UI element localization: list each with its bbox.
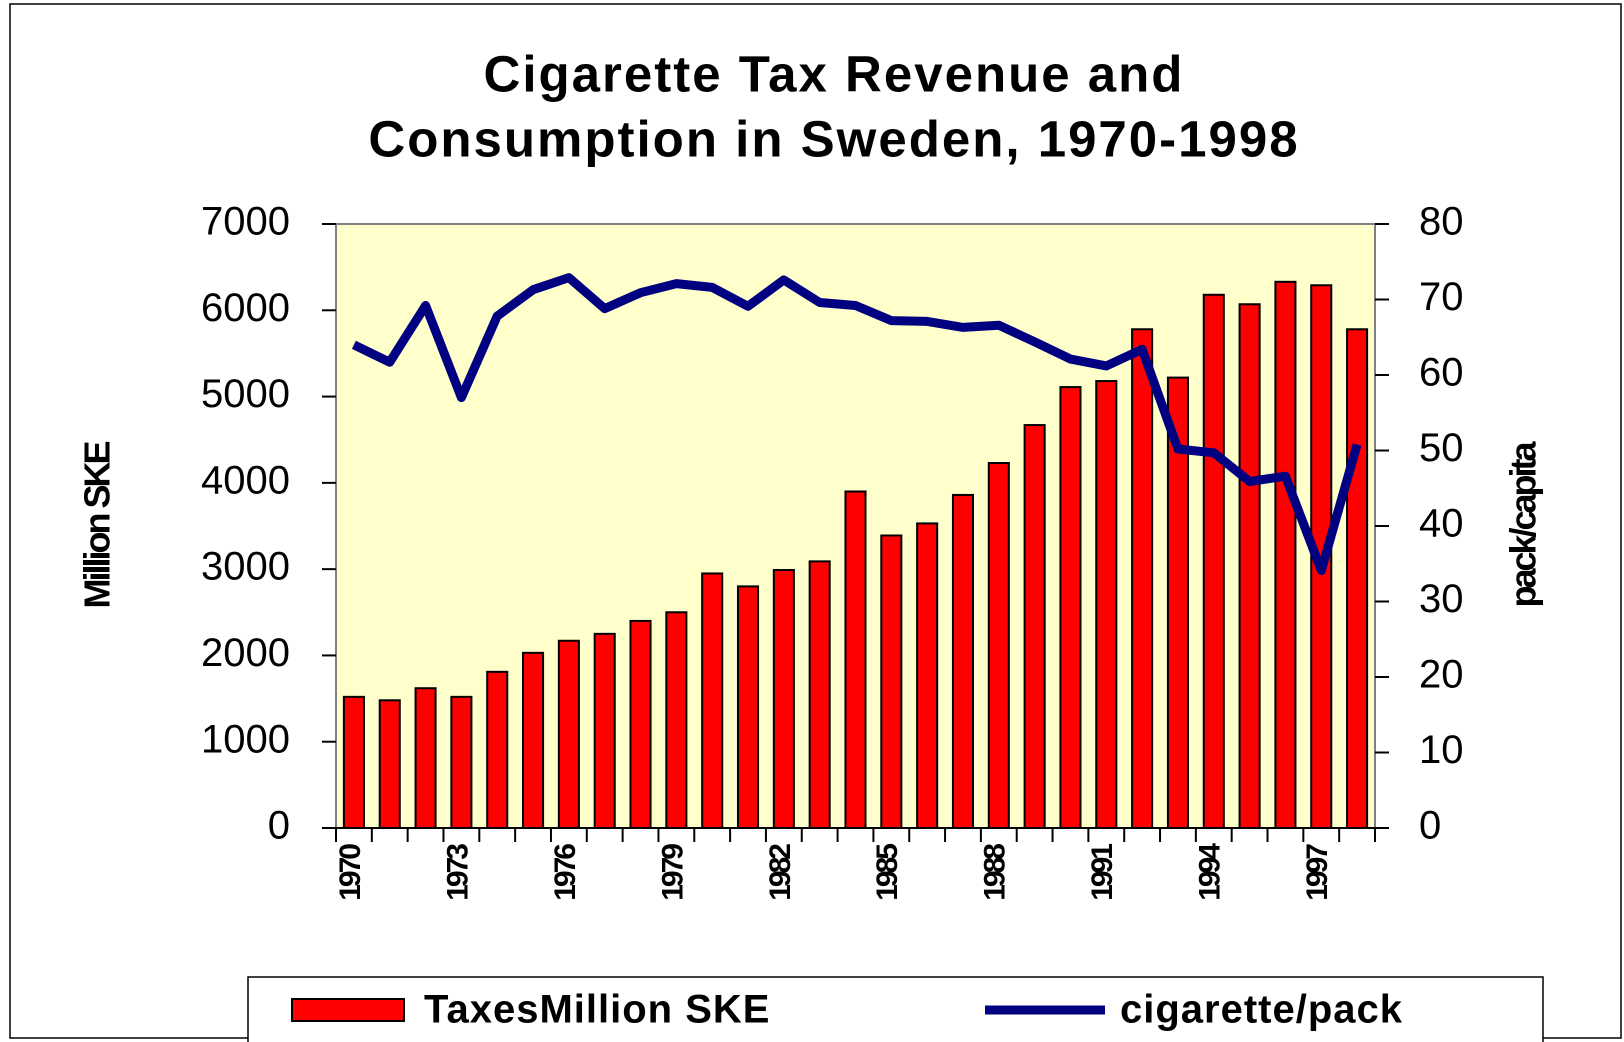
bar — [1023, 424, 1046, 829]
bar — [701, 572, 724, 830]
bar — [1238, 303, 1261, 829]
bar — [342, 695, 365, 829]
legend-label: TaxesMillion SKE — [424, 988, 770, 1032]
bar — [880, 534, 903, 830]
chart-title: Cigarette Tax Revenue and — [484, 45, 1185, 102]
y-tick-label: 7000 — [201, 200, 290, 244]
x-tick-label: 1979 — [656, 844, 689, 901]
y2-tick-label: 10 — [1419, 728, 1464, 772]
y2-tick-label: 30 — [1419, 577, 1464, 621]
y2-tick-label: 20 — [1419, 653, 1464, 697]
bar — [629, 619, 652, 830]
bar — [486, 670, 509, 830]
x-tick-label: 1985 — [871, 844, 904, 901]
y-tick-label: 4000 — [201, 458, 290, 502]
bar — [844, 490, 867, 829]
y-tick-label: 2000 — [201, 631, 290, 675]
legend-swatch — [291, 998, 405, 1022]
bar — [736, 585, 760, 830]
bar — [1095, 380, 1118, 829]
bar — [1274, 280, 1297, 830]
bar — [378, 699, 401, 829]
bar — [450, 695, 473, 829]
x-tick-label: 1994 — [1194, 843, 1227, 901]
bar — [1059, 386, 1082, 829]
x-tick-label: 1973 — [441, 844, 474, 901]
x-tick-label: 1988 — [979, 844, 1012, 901]
y-tick-label: 5000 — [201, 372, 290, 416]
bar — [772, 569, 795, 830]
y2-axis-label: pack/capita — [1503, 440, 1544, 607]
y-tick-label: 6000 — [201, 286, 290, 330]
line — [351, 273, 1362, 575]
bar — [1346, 328, 1369, 829]
y2-tick-label: 40 — [1419, 502, 1464, 546]
x-tick-label: 1991 — [1086, 844, 1119, 901]
legend-box — [247, 976, 1544, 1042]
bar — [414, 687, 437, 830]
bar — [951, 493, 975, 829]
y2-tick-label: 50 — [1419, 426, 1464, 470]
x-tick-label: 1982 — [764, 844, 797, 901]
bar — [987, 462, 1010, 829]
legend-label: cigarette/pack — [1120, 988, 1403, 1032]
x-tick-label: 1970 — [334, 844, 367, 901]
bar — [808, 560, 831, 829]
y-tick-label: 0 — [268, 804, 290, 848]
x-tick-label: 1976 — [549, 844, 582, 901]
bar — [593, 632, 616, 829]
x-tick-label: 1997 — [1301, 844, 1334, 901]
y-tick-label: 1000 — [201, 717, 290, 761]
bar — [1202, 293, 1225, 829]
chart-title: Consumption in Sweden, 1970-1998 — [368, 110, 1299, 167]
y2-tick-label: 80 — [1419, 200, 1464, 244]
y2-tick-label: 0 — [1419, 804, 1441, 848]
bar — [557, 639, 580, 830]
bar — [916, 522, 939, 829]
bar — [665, 611, 688, 829]
y2-tick-label: 70 — [1419, 275, 1464, 319]
bar — [522, 651, 545, 830]
y-axis-label: Million SKE — [77, 442, 118, 609]
y2-tick-label: 60 — [1419, 351, 1464, 395]
y-tick-label: 3000 — [201, 545, 290, 589]
bar — [1131, 328, 1154, 829]
